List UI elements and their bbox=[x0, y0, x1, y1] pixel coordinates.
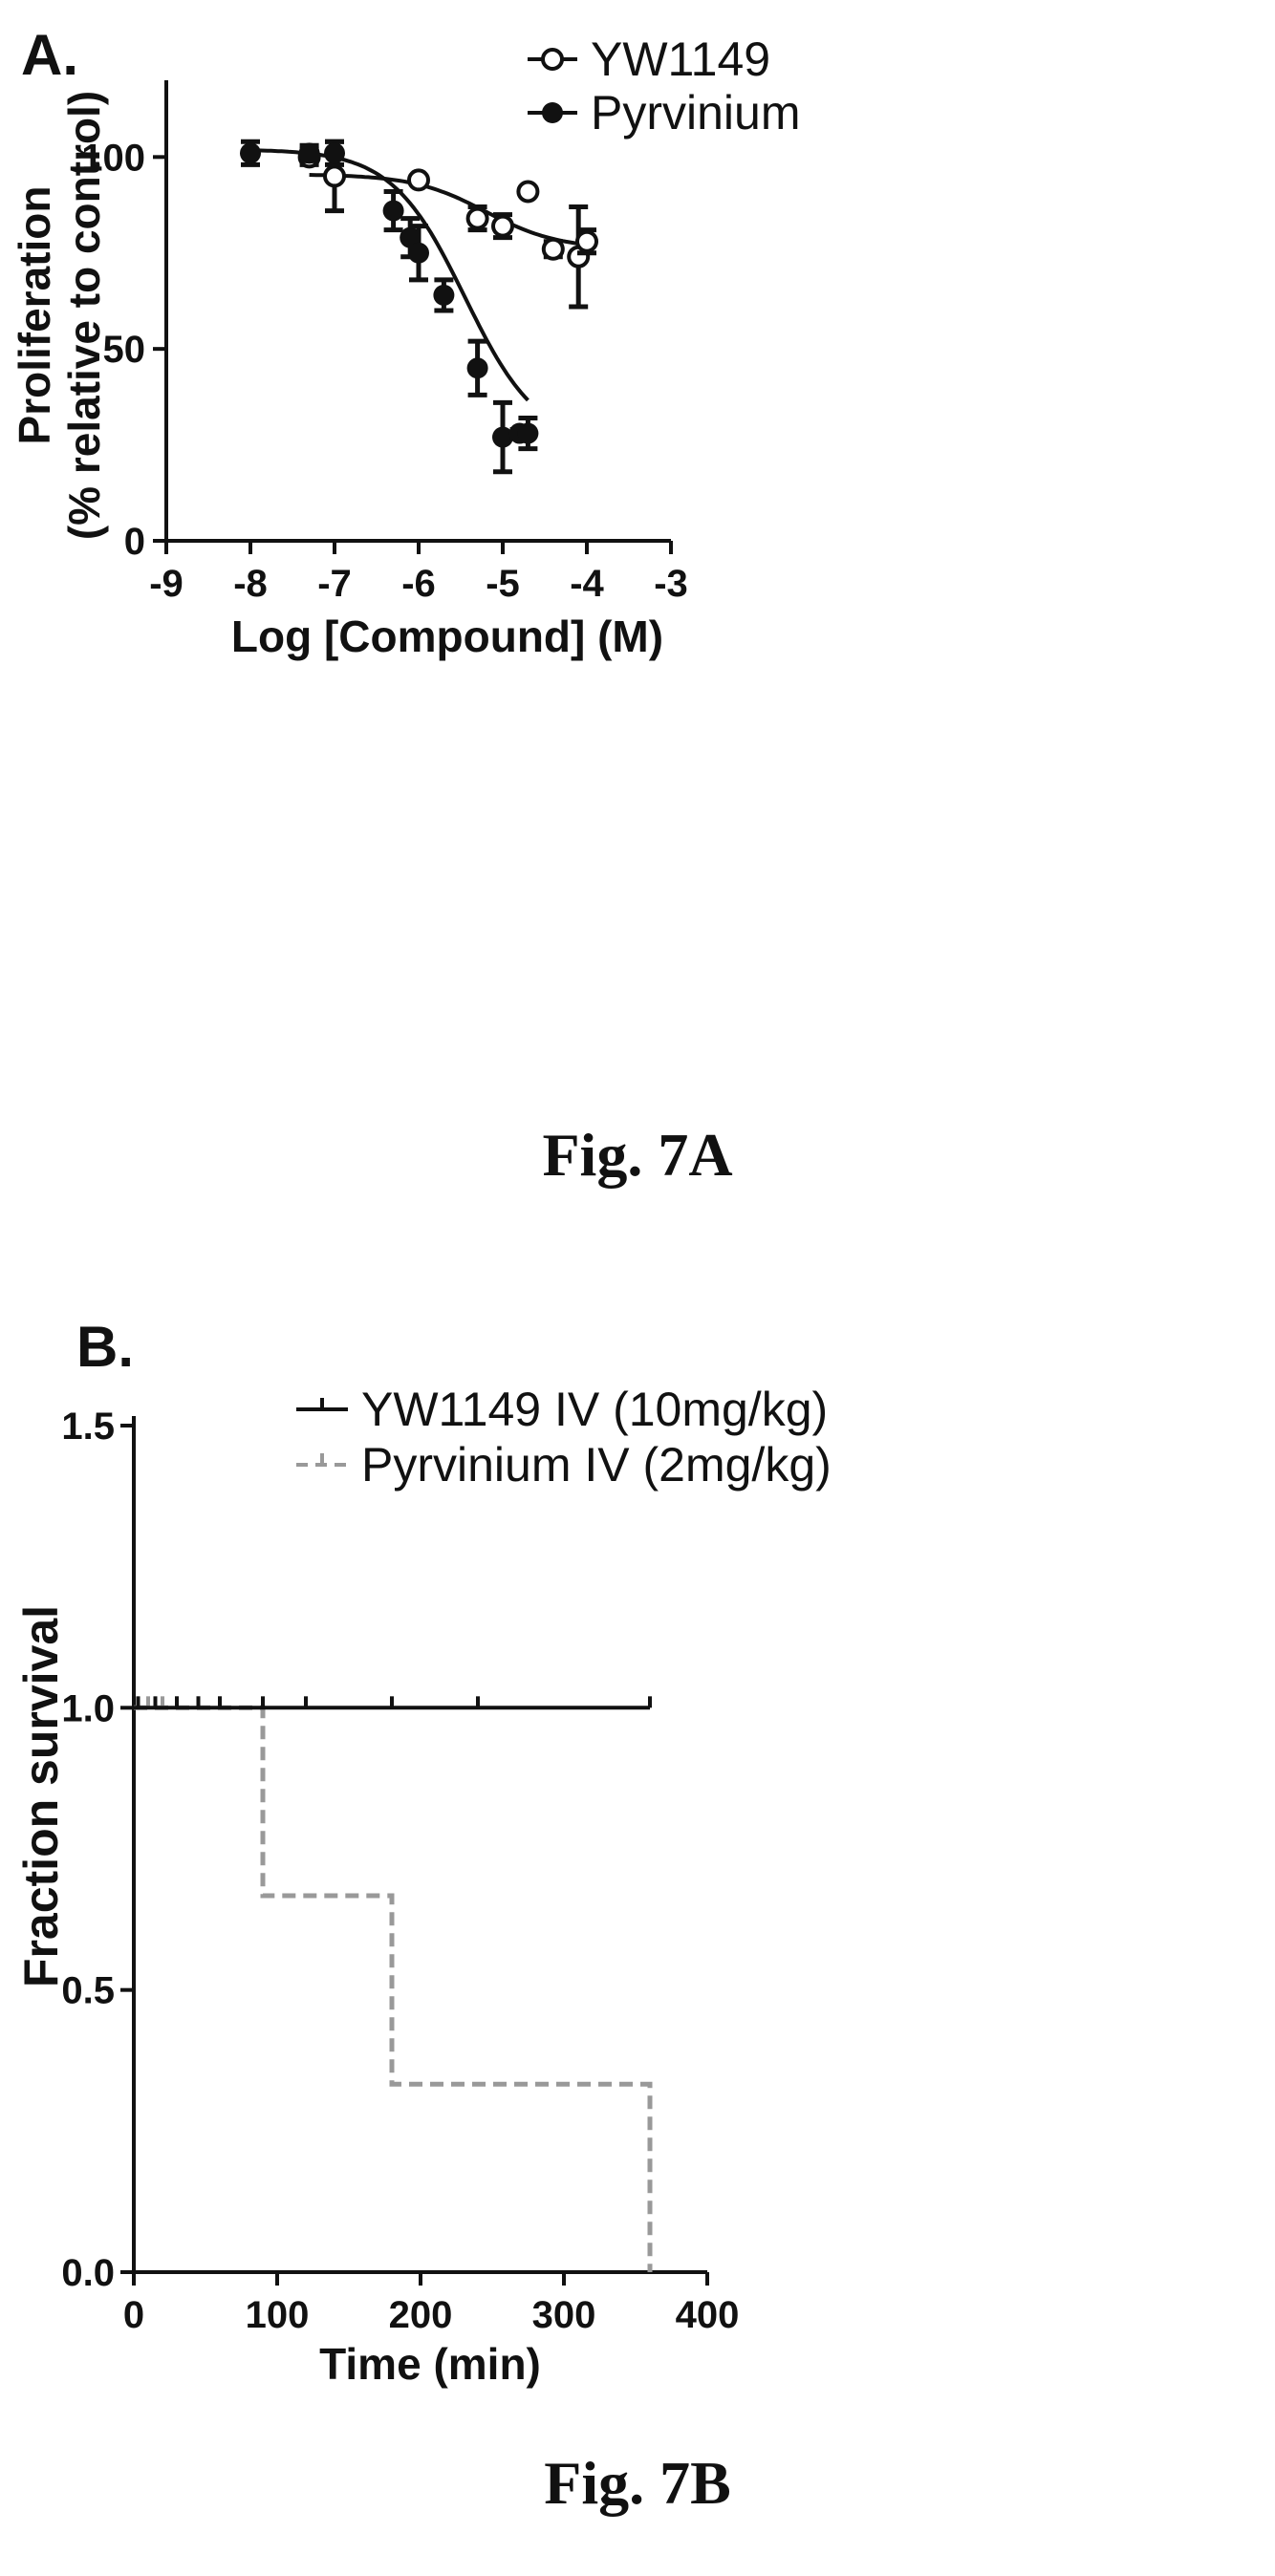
x-axis-title: Time (min) bbox=[319, 2339, 541, 2389]
data-point-pyrvinium bbox=[433, 284, 455, 306]
data-point-yw1149 bbox=[516, 180, 540, 204]
legend-label: YW1149 IV (10mg/kg) bbox=[361, 1383, 828, 1436]
y-axis-title-line-1: Proliferation bbox=[10, 186, 59, 445]
fit-curve-yw1149 bbox=[309, 173, 588, 247]
y-tick-label: 0.5 bbox=[61, 1970, 115, 2012]
data-point-pyrvinium bbox=[240, 142, 261, 164]
x-tick-label: 0 bbox=[123, 2294, 144, 2336]
y-tick-label: 1.5 bbox=[61, 1406, 115, 1448]
data-point-pyrvinium bbox=[492, 426, 513, 448]
data-point-pyrvinium bbox=[298, 142, 320, 164]
legend-marker-open bbox=[541, 48, 564, 71]
figure-b-caption: Fig. 7B bbox=[544, 2449, 731, 2517]
data-point-pyrvinium bbox=[517, 422, 539, 444]
x-tick-label: 400 bbox=[676, 2294, 740, 2336]
data-point-yw1149 bbox=[323, 164, 346, 188]
data-point-pyrvinium bbox=[408, 242, 429, 264]
y-tick-label: 0 bbox=[124, 521, 145, 563]
x-tick-label: -9 bbox=[149, 563, 184, 605]
y-tick-label: 50 bbox=[103, 329, 146, 371]
panel-b-label: B. bbox=[76, 1315, 134, 1379]
y-axis-title-line-2: (% relative to control) bbox=[59, 91, 109, 540]
x-tick-label: -6 bbox=[401, 563, 436, 605]
x-tick-label: -7 bbox=[317, 563, 352, 605]
data-point-pyrvinium bbox=[382, 200, 404, 222]
figure-a-caption: Fig. 7A bbox=[542, 1121, 732, 1189]
survival-curve-pyrvinium bbox=[134, 1705, 653, 2272]
y-axis-title: Fraction survival bbox=[14, 1605, 68, 1987]
data-point-yw1149 bbox=[575, 229, 598, 253]
data-point-yw1149 bbox=[541, 237, 565, 261]
data-point-pyrvinium bbox=[400, 226, 421, 248]
data-point-yw1149 bbox=[465, 206, 489, 230]
x-tick-label: 100 bbox=[246, 2294, 310, 2336]
fit-curve-pyrvinium bbox=[249, 148, 529, 402]
panel-a-label: A. bbox=[21, 23, 78, 87]
legend-label: Pyrvinium bbox=[591, 86, 800, 140]
y-tick-label: 0.0 bbox=[61, 2252, 115, 2294]
x-tick-label: -4 bbox=[570, 563, 604, 605]
data-point-pyrvinium bbox=[324, 142, 345, 164]
x-tick-label: -3 bbox=[654, 563, 688, 605]
x-axis-title: Log [Compound] (M) bbox=[231, 612, 663, 661]
legend-label: YW1149 bbox=[591, 32, 770, 86]
y-tick-label: 1.0 bbox=[61, 1687, 115, 1729]
data-point-yw1149 bbox=[491, 214, 514, 238]
legend-marker-filled bbox=[542, 102, 563, 123]
y-tick-label: 100 bbox=[81, 137, 145, 179]
x-tick-label: 200 bbox=[389, 2294, 453, 2336]
chart-a: -9 -8 -7 -6 -5 -4 -3 0 50 100 Log [Compound] (M) Pr… bbox=[10, 32, 800, 661]
x-tick-label: 300 bbox=[532, 2294, 596, 2336]
x-tick-label: -5 bbox=[486, 563, 520, 605]
x-tick-label: -8 bbox=[233, 563, 268, 605]
data-point-pyrvinium bbox=[466, 357, 488, 379]
data-point-yw1149 bbox=[407, 168, 430, 192]
legend-label: Pyrvinium IV (2mg/kg) bbox=[361, 1438, 832, 1492]
chart-b: 0 100 200 300 400 0.0 0.5 1.0 1.5 Time (min) Fract… bbox=[14, 1383, 832, 2389]
